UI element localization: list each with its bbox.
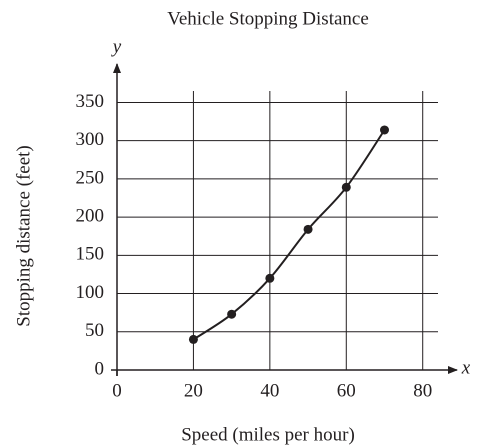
x-axis-name: x: [461, 357, 471, 378]
y-tick-label: 200: [76, 205, 105, 226]
x-tick-label: 60: [337, 380, 356, 401]
y-tick-label: 50: [85, 320, 104, 341]
y-tick-label: 0: [95, 358, 105, 379]
y-axis-name: y: [111, 36, 122, 57]
x-tick-label: 80: [413, 380, 432, 401]
data-point: [341, 182, 351, 192]
x-tick-label: 0: [112, 380, 122, 401]
y-axis-label: Stopping distance (feet): [13, 145, 34, 327]
y-tick-label: 100: [76, 282, 105, 303]
x-tick-label: 20: [184, 380, 203, 401]
chart-title: Vehicle Stopping Distance: [167, 8, 369, 29]
data-point: [380, 125, 389, 135]
y-tick-label: 250: [76, 167, 105, 188]
y-tick-label: 350: [76, 91, 105, 112]
y-tick-label: 300: [76, 129, 105, 150]
x-tick-label: 40: [260, 380, 279, 401]
data-point: [303, 224, 313, 234]
data-point: [188, 334, 198, 344]
data-point: [227, 309, 237, 319]
data-point: [265, 273, 275, 283]
trend-curve: [192, 129, 386, 341]
y-tick-label: 150: [76, 244, 105, 265]
x-axis-label: Speed (miles per hour): [181, 424, 355, 445]
